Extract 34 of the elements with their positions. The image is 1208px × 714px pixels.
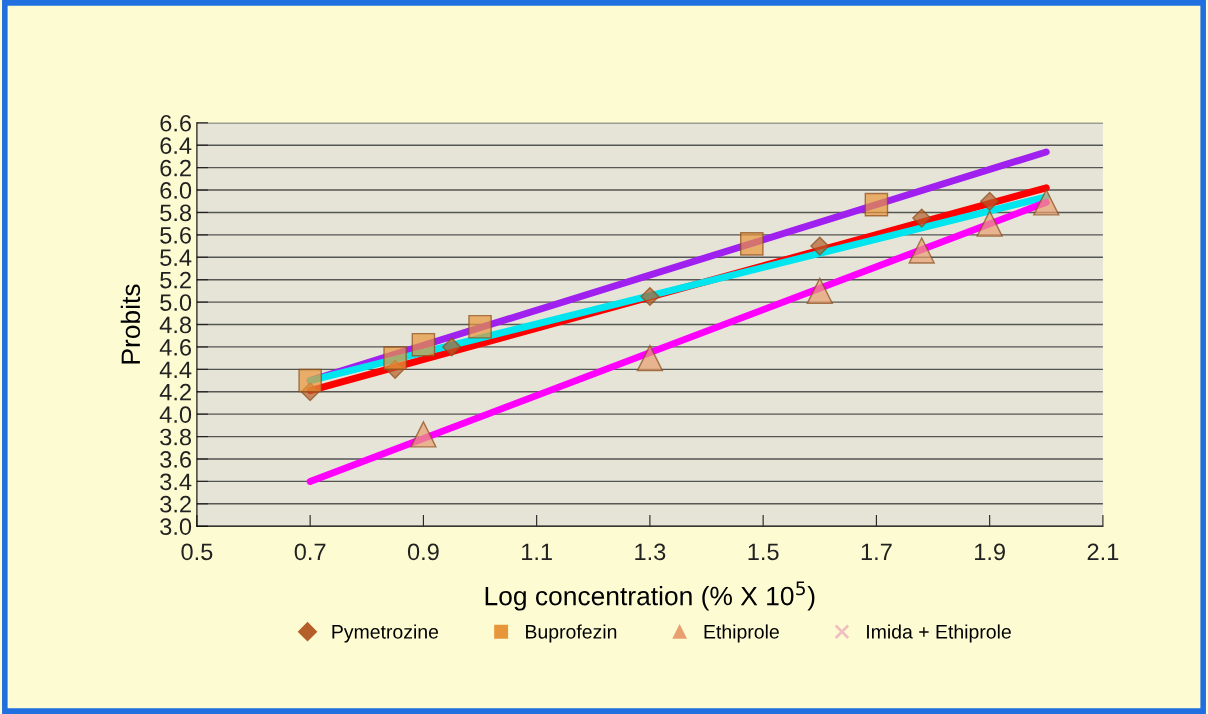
x-tick-label: 1.7 — [861, 543, 892, 560]
y-tick-label: 4.6 — [159, 338, 192, 356]
legend-label: Ethiprole — [704, 624, 779, 643]
legend-label: Imida + Ethiprole — [867, 624, 1011, 643]
x-tick-label: 0.5 — [181, 543, 213, 561]
y-tick-label: 3.2 — [160, 495, 191, 513]
y-tick-label: 5.6 — [160, 226, 192, 244]
y-tick-label: 5.8 — [160, 204, 192, 222]
x-tick-label: 1.9 — [975, 543, 1005, 561]
y-tick-label: 4.4 — [159, 361, 192, 378]
y-tick-label: 6.2 — [160, 159, 191, 177]
y-axis-title: Probits — [120, 284, 141, 364]
y-tick-label: 3.4 — [160, 473, 192, 491]
legend-label: Buprofezin — [526, 624, 617, 643]
y-tick-label: 3.0 — [160, 518, 192, 536]
y-tick-label: 3.6 — [160, 451, 192, 468]
y-tick-label: 5.4 — [160, 249, 192, 267]
x-tick-label: 1.5 — [748, 543, 779, 561]
y-tick-label: 6.0 — [160, 182, 192, 199]
x-axis-title: Log concentration (% X 10$^{5}$) — [485, 581, 815, 611]
y-tick-label: 4.0 — [159, 406, 192, 423]
y-tick-label: 6.6 — [160, 114, 192, 132]
y-tick-label: 5.2 — [160, 271, 191, 289]
y-tick-label: 3.8 — [160, 428, 192, 446]
y-tick-label: 6.4 — [160, 137, 192, 155]
x-tick-label: 1.3 — [635, 543, 666, 561]
y-tick-label: 5.0 — [160, 294, 192, 311]
x-tick-label: 0.9 — [407, 543, 439, 561]
x-tick-label: 1.1 — [522, 543, 552, 560]
legend-label: Pymetrozine — [332, 624, 439, 643]
y-tick-label: 4.8 — [159, 316, 192, 334]
y-tick-label: 4.2 — [159, 383, 191, 401]
x-tick-label: 0.7 — [294, 543, 326, 561]
x-tick-label: 2.1 — [1087, 543, 1119, 560]
